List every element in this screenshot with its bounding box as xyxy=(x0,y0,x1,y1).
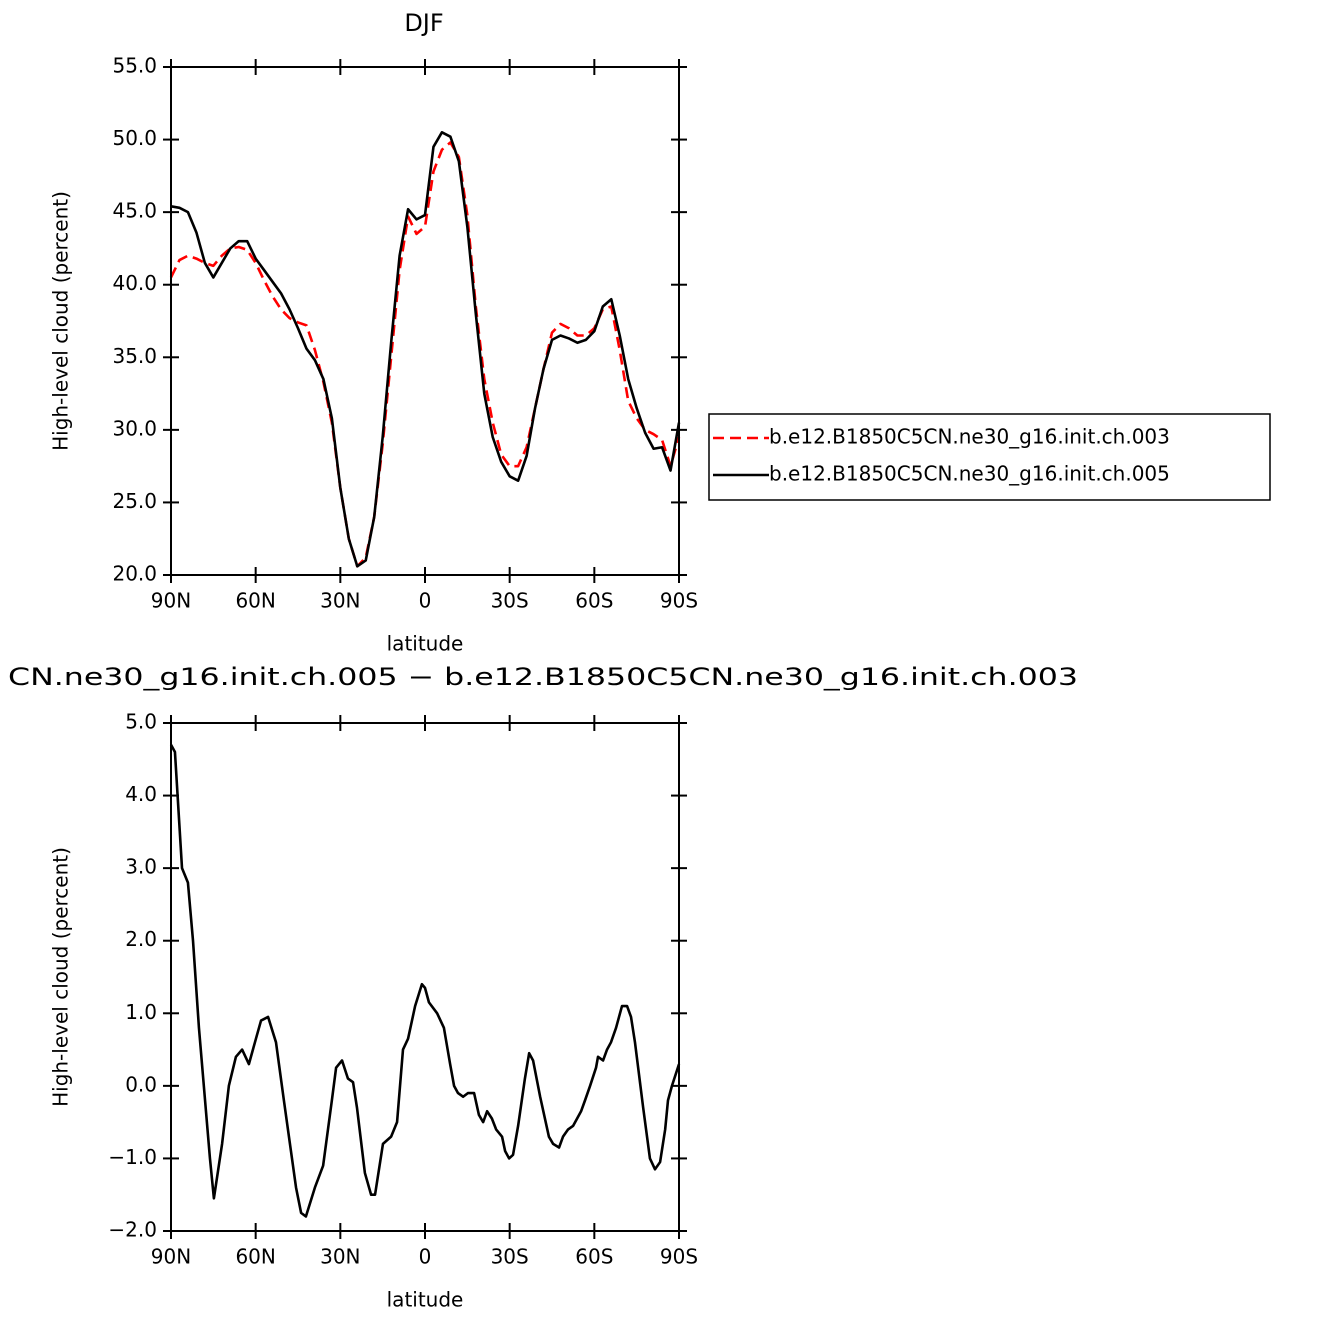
legend-box xyxy=(708,413,1271,501)
y-tick-label: 5.0 xyxy=(125,710,157,734)
legend-label: b.e12.B1850C5CN.ne30_g16.init.ch.005 xyxy=(769,462,1170,486)
x-tick-label: 30S xyxy=(491,1245,529,1269)
x-tick-label: 90S xyxy=(660,589,698,613)
y-tick-label: 25.0 xyxy=(112,489,157,513)
x-tick-label: 0 xyxy=(419,589,432,613)
y-tick-label: −1.0 xyxy=(108,1145,157,1169)
y-tick-label: 20.0 xyxy=(112,562,157,586)
x-tick-label: 30N xyxy=(320,1245,360,1269)
y-axis-label: High-level cloud (percent) xyxy=(49,191,73,451)
y-tick-label: 35.0 xyxy=(112,344,157,368)
x-tick-label: 60N xyxy=(235,1245,275,1269)
y-tick-label: 2.0 xyxy=(125,927,157,951)
x-tick-label: 90S xyxy=(660,1245,698,1269)
chart-title: CN.ne30_g16.init.ch.005 − b.e12.B1850C5C… xyxy=(8,663,1078,691)
y-tick-label: 40.0 xyxy=(112,271,157,295)
x-axis-label: latitude xyxy=(387,1288,464,1312)
x-tick-label: 30S xyxy=(491,589,529,613)
x-tick-label: 60N xyxy=(235,589,275,613)
x-tick-label: 90N xyxy=(151,589,191,613)
legend-label: b.e12.B1850C5CN.ne30_g16.init.ch.003 xyxy=(769,425,1170,449)
y-tick-label: 30.0 xyxy=(112,416,157,440)
y-axis-label: High-level cloud (percent) xyxy=(49,847,73,1107)
data-line xyxy=(169,744,681,1218)
y-tick-label: −2.0 xyxy=(108,1218,157,1242)
data-line xyxy=(170,131,681,568)
x-tick-label: 0 xyxy=(419,1245,432,1269)
x-axis-label: latitude xyxy=(387,632,464,656)
y-tick-label: 45.0 xyxy=(112,199,157,223)
plot-frame xyxy=(170,722,680,1232)
x-tick-label: 90N xyxy=(151,1245,191,1269)
chart-title: DJF xyxy=(404,9,443,37)
y-tick-label: 1.0 xyxy=(125,1000,157,1024)
y-tick-label: 4.0 xyxy=(125,782,157,806)
y-tick-label: 3.0 xyxy=(125,855,157,879)
x-tick-label: 30N xyxy=(320,589,360,613)
x-tick-label: 60S xyxy=(575,1245,613,1269)
x-tick-label: 60S xyxy=(575,589,613,613)
plot-frame xyxy=(170,66,680,576)
y-tick-label: 50.0 xyxy=(112,126,157,150)
y-tick-label: 55.0 xyxy=(112,54,157,78)
y-tick-label: 0.0 xyxy=(125,1072,157,1096)
